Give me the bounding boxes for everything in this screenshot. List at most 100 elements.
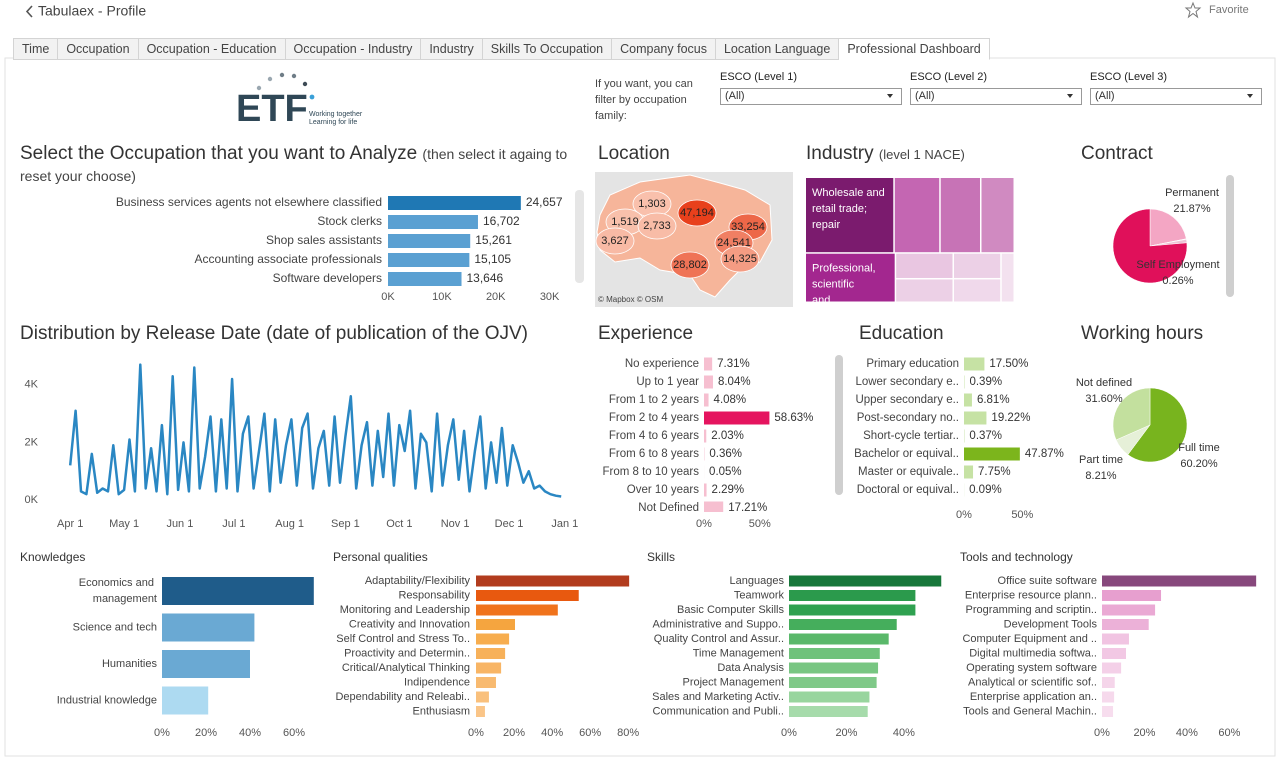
x-tick-label: Jun 1 bbox=[166, 518, 193, 530]
value-label: 0.37% bbox=[969, 430, 1002, 442]
category-label: Communication and Publi.. bbox=[653, 705, 784, 717]
bar bbox=[1102, 575, 1257, 587]
treemap-cell bbox=[806, 253, 895, 302]
bar bbox=[162, 613, 255, 642]
favorite-icon[interactable] bbox=[1184, 1, 1202, 19]
category-label: Adaptability/Flexibility bbox=[365, 575, 471, 587]
category-label: Data Analysis bbox=[717, 662, 784, 674]
chart-title: Distribution by Release Date (date of pu… bbox=[20, 323, 528, 344]
value-label: 7.31% bbox=[717, 358, 750, 370]
slice-value: 0.26% bbox=[1162, 275, 1193, 287]
value-label: 2.29% bbox=[712, 484, 745, 496]
tab[interactable]: Skills To Occupation bbox=[482, 38, 613, 60]
bar bbox=[476, 677, 496, 688]
category-label: No experience bbox=[625, 358, 699, 370]
logo-star bbox=[302, 81, 308, 87]
tab[interactable]: Time bbox=[13, 38, 59, 60]
bar bbox=[704, 501, 724, 512]
filter-dropdown[interactable]: (All) bbox=[720, 88, 902, 105]
bar bbox=[1102, 590, 1162, 601]
value-label: 17.50% bbox=[989, 358, 1028, 370]
bar bbox=[789, 590, 916, 601]
bar bbox=[1102, 648, 1126, 659]
x-tick-label: 40% bbox=[893, 727, 915, 739]
value-label: 2.03% bbox=[711, 430, 744, 442]
x-tick-label: 40% bbox=[541, 727, 563, 739]
region-label: 24,541 bbox=[717, 237, 751, 249]
x-tick-label: Jul 1 bbox=[222, 518, 245, 530]
chart-title: Industry bbox=[806, 143, 874, 164]
pie-slice bbox=[1127, 387, 1188, 463]
category-label: Enthusiasm bbox=[413, 705, 470, 717]
tab[interactable]: Occupation - Industry bbox=[285, 38, 422, 60]
region-label: 47,194 bbox=[680, 207, 714, 219]
tab[interactable]: Company focus bbox=[612, 38, 716, 60]
category-label: Software developers bbox=[273, 271, 382, 285]
category-label: From 1 to 2 years bbox=[609, 394, 699, 406]
value-label: 0.39% bbox=[969, 376, 1002, 388]
favorite-label[interactable]: Favorite bbox=[1209, 4, 1249, 16]
tab[interactable]: Occupation - Education bbox=[138, 38, 286, 60]
x-tick-label: 20% bbox=[503, 727, 525, 739]
region-label: 1,519 bbox=[611, 216, 639, 228]
chart-title: Tools and technology bbox=[960, 550, 1073, 564]
bar bbox=[704, 429, 707, 443]
category-label: Creativity and Innovation bbox=[349, 618, 470, 630]
category-label: Tools and General Machin.. bbox=[963, 705, 1097, 717]
category-label: Monitoring and Leadership bbox=[340, 604, 470, 616]
category-label: Programming and scriptin.. bbox=[966, 604, 1097, 616]
scrollbar[interactable] bbox=[835, 355, 843, 495]
slice-value: 21.87% bbox=[1173, 203, 1211, 215]
bar bbox=[476, 662, 502, 674]
bar bbox=[162, 686, 209, 715]
chart-group: Business services agents not elsewhere c… bbox=[116, 195, 563, 286]
category-label: Quality Control and Assur.. bbox=[654, 633, 784, 645]
x-tick-label: 10K bbox=[432, 291, 452, 303]
bar bbox=[789, 575, 942, 587]
treemap-cell bbox=[806, 178, 894, 253]
category-label: Not Defined bbox=[638, 502, 699, 514]
back-button[interactable] bbox=[25, 5, 33, 18]
tab[interactable]: Location Language bbox=[715, 38, 840, 60]
filter-dropdown[interactable]: (All) bbox=[1090, 88, 1262, 105]
x-tick-label: 80% bbox=[617, 727, 639, 739]
dropdown-caret bbox=[1247, 94, 1253, 98]
chart-group: Professional, scientific and bbox=[812, 263, 879, 302]
tab[interactable]: Occupation bbox=[58, 38, 139, 60]
bar bbox=[476, 590, 579, 601]
bar bbox=[964, 393, 972, 407]
x-tick-label: 60% bbox=[283, 727, 305, 739]
category-label: Analytical or scientific sof.. bbox=[968, 676, 1097, 688]
bar bbox=[704, 411, 770, 425]
region bbox=[677, 199, 717, 227]
tab[interactable]: Professional Dashboard bbox=[839, 38, 990, 60]
x-tick-label: Sep 1 bbox=[331, 518, 360, 530]
category-label: Short-cycle tertiar.. bbox=[863, 430, 959, 442]
bar bbox=[704, 483, 707, 497]
bar bbox=[388, 215, 478, 229]
tab[interactable]: Industry bbox=[421, 38, 483, 60]
bar bbox=[964, 447, 1020, 461]
treemap-cell bbox=[940, 178, 980, 253]
x-tick-label: May 1 bbox=[109, 518, 139, 530]
category-label: From 2 to 4 years bbox=[609, 412, 699, 424]
value-label: 7.75% bbox=[978, 466, 1011, 478]
category-label: Primary education bbox=[866, 358, 959, 370]
bar bbox=[1102, 604, 1156, 616]
x-tick-label: 20% bbox=[1133, 727, 1155, 739]
value-label: 4.08% bbox=[714, 394, 747, 406]
filter-dropdown[interactable]: (All) bbox=[910, 88, 1082, 105]
category-label: From 4 to 6 years bbox=[609, 430, 699, 442]
chart-group: No experience 7.31% Up to 1 year 8.04% From … bbox=[602, 357, 813, 514]
x-tick-label: 20K bbox=[486, 291, 506, 303]
x-tick-label: 0% bbox=[154, 727, 170, 739]
bar bbox=[388, 196, 521, 210]
bar bbox=[388, 253, 470, 267]
slice-label: Not defined bbox=[1076, 377, 1132, 389]
scrollbar[interactable] bbox=[1226, 175, 1234, 297]
x-tick-label: 30K bbox=[540, 291, 560, 303]
scrollbar[interactable] bbox=[575, 190, 584, 283]
y-tick-label: 0K bbox=[25, 494, 39, 506]
region bbox=[670, 251, 710, 279]
